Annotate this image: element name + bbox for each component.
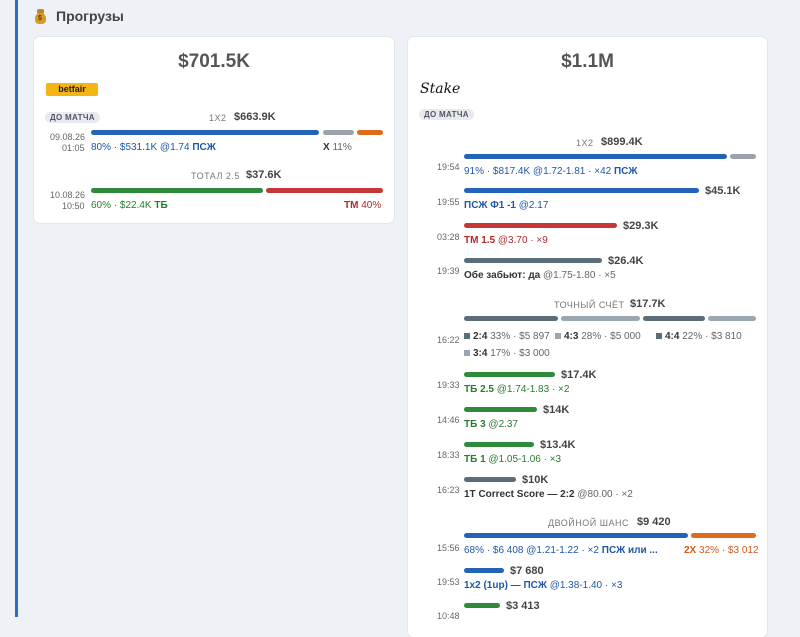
money-bag-icon: $: [34, 8, 47, 24]
market-amount: $899.4K: [601, 136, 643, 148]
bet-time: 19:54: [437, 162, 460, 172]
bet-amount: $26.4K: [608, 255, 644, 267]
card-total: $1.1M: [561, 51, 614, 72]
bet-detail: 68% · $6 408 @1.21-1.22 · ×2 ПСЖ или ...: [464, 545, 658, 556]
bet-time: 01:05: [62, 143, 85, 153]
under-detail: ТМ 40%: [344, 200, 382, 211]
bet-detail: ПСЖ Ф1 -1 @2.17: [464, 200, 549, 211]
bet-time: 14:46: [437, 415, 460, 425]
bet-time: 10:50: [62, 201, 85, 211]
bet-bar: [464, 568, 504, 573]
betfair-logo: betfair: [46, 83, 98, 96]
market-amount: $17.7K: [630, 298, 666, 310]
bet-bar: [464, 603, 500, 608]
score-item: 4:3 28% · $5 000: [555, 331, 641, 342]
market-label: ДВОЙНОЙ ШАНС: [548, 518, 629, 528]
bet-time: 19:55: [437, 197, 460, 207]
bet-amount: $7 680: [510, 565, 544, 577]
bet-detail: 1T Correct Score — 2:2 @80.00 · ×2: [464, 489, 633, 500]
market-label: ТОЧНЫЙ СЧЁТ: [554, 300, 625, 310]
bet-detail: ТБ 3 @2.37: [464, 419, 519, 430]
betfair-card: $701.5K betfair ДО МАТЧА 1X2 $663.9K 09.…: [34, 37, 394, 223]
section-header: $ Прогрузы: [34, 8, 124, 24]
bar-psg: [91, 130, 319, 135]
legend-square: [656, 333, 662, 340]
left-accent-bar: [15, 0, 18, 617]
bet-amount: $29.3K: [623, 220, 659, 232]
bet-detail: 1x2 (1up) — ПСЖ @1.38-1.40 · ×3: [464, 580, 623, 591]
bar-score-3: [643, 316, 705, 321]
bar-over: [91, 188, 263, 193]
bar-draw: [323, 130, 354, 135]
bar-score-4: [708, 316, 756, 321]
bet-time: 19:53: [437, 577, 460, 587]
card-total: $701.5K: [178, 51, 250, 72]
bet-bar: [464, 188, 699, 193]
bet-time: 10:48: [437, 611, 460, 621]
bet-detail: 91% · $817.4K @1.72-1.81 · ×42 ПСЖ: [464, 166, 638, 177]
bet-time: 19:33: [437, 380, 460, 390]
bet-time: 16:23: [437, 485, 460, 495]
bar-2x: [691, 533, 756, 538]
bet-amount: $3 413: [506, 600, 540, 612]
bet-detail: 60% · $22.4K ТБ: [91, 200, 168, 211]
market-amount: $663.9K: [234, 111, 276, 123]
legend-square: [464, 350, 470, 357]
bar-away: [357, 130, 383, 135]
prematch-tag: ДО МАТЧА: [45, 112, 100, 123]
stake-logo: Stake: [420, 81, 461, 97]
bet-date: 09.08.26: [50, 132, 86, 142]
market-amount: $37.6K: [246, 169, 282, 181]
bet-amount: $45.1K: [705, 185, 741, 197]
legend-square: [555, 333, 561, 340]
bet-date: 10.08.26: [50, 190, 86, 200]
bet-detail: ТБ 2.5 @1.74-1.83 · ×2: [464, 384, 570, 395]
bet-detail: ТБ 1 @1.05-1.06 · ×3: [464, 454, 562, 465]
section-title: Прогрузы: [56, 8, 124, 24]
score-item: 4:4 22% · $3 810: [656, 331, 742, 342]
bet-bar: [464, 258, 602, 263]
legend-square: [464, 333, 470, 340]
bet-time: 19:39: [437, 266, 460, 276]
bar-psg: [464, 154, 727, 159]
bet-time: 18:33: [437, 450, 460, 460]
score-item: 3:4 17% · $3 000: [464, 348, 550, 359]
bar-score-2: [561, 316, 640, 321]
market-label: 1X2: [576, 138, 594, 148]
bet-bar: [464, 477, 516, 482]
bet-bar: [464, 442, 534, 447]
bet-time: 16:22: [437, 335, 460, 345]
bar-other: [730, 154, 756, 159]
opp-detail: 2X 32% · $3 012: [684, 545, 759, 556]
draw-detail: X 11%: [323, 142, 352, 153]
bar-under: [266, 188, 383, 193]
bet-amount: $14K: [543, 404, 570, 416]
bet-bar: [464, 372, 555, 377]
bet-detail: 80% · $531.1K @1.74 ПСЖ: [91, 142, 216, 153]
stake-card: $1.1M Stake ДО МАТЧА 1X2 $899.4K 19:54 9…: [408, 37, 767, 637]
bar-score-1: [464, 316, 558, 321]
market-label: 1X2: [209, 113, 227, 123]
bet-amount: $13.4K: [540, 439, 576, 451]
market-label: ТОТАЛ 2.5: [191, 171, 240, 181]
bar-psg-or: [464, 533, 688, 538]
bet-detail: Обе забьют: да @1.75-1.80 · ×5: [464, 270, 616, 281]
bet-bar: [464, 407, 537, 412]
bet-detail: ТМ 1.5 @3.70 · ×9: [464, 235, 548, 246]
prematch-tag: ДО МАТЧА: [419, 109, 474, 120]
market-amount: $9 420: [637, 516, 671, 528]
bet-bar: [464, 223, 617, 228]
bet-amount: $17.4K: [561, 369, 597, 381]
score-item: 2:4 33% · $5 897: [464, 331, 550, 342]
bet-amount: $10K: [522, 474, 549, 486]
bet-time: 15:56: [437, 543, 460, 553]
bet-time: 03:28: [437, 232, 460, 242]
